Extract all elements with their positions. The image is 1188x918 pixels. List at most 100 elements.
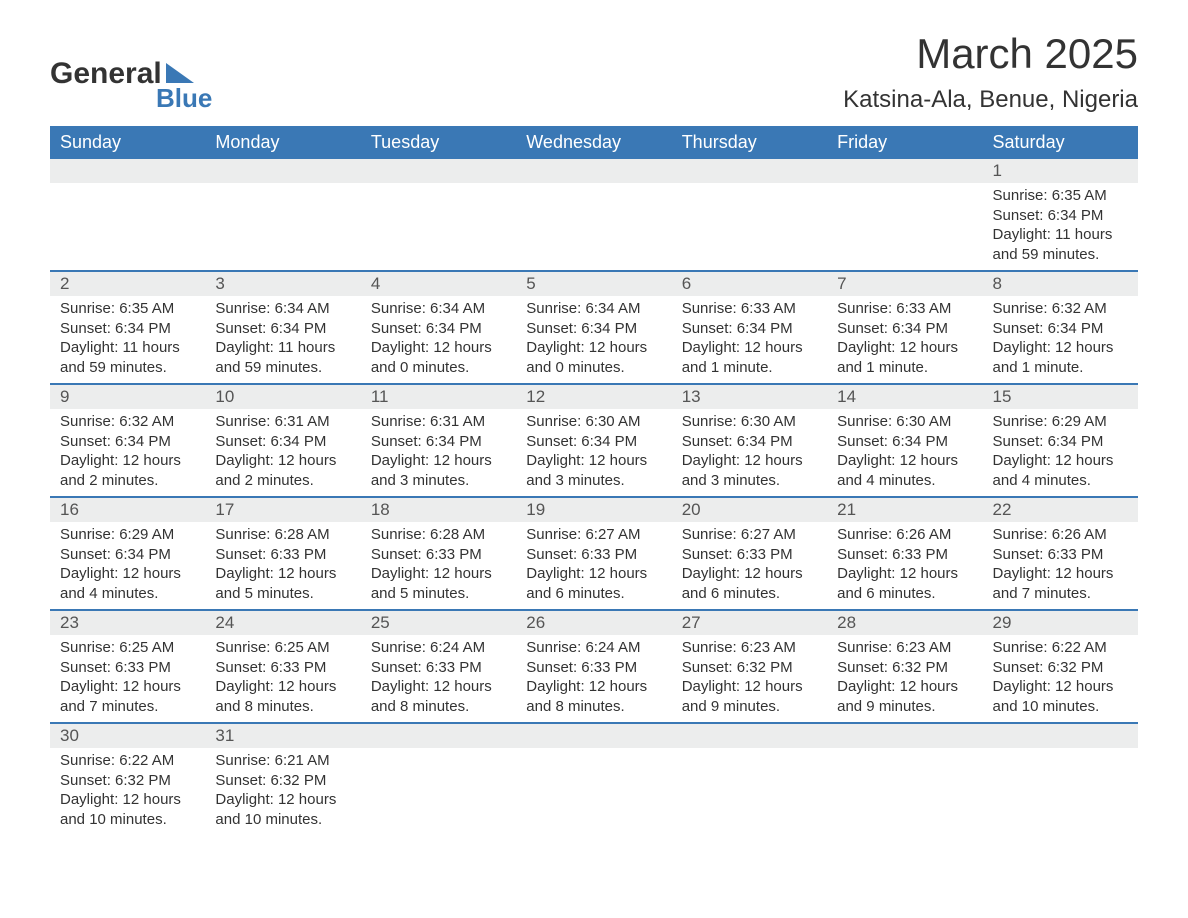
day-info-line: Daylight: 12 hours [837, 451, 972, 471]
day-data-cell: Sunrise: 6:34 AMSunset: 6:34 PMDaylight:… [205, 296, 360, 384]
day-info-line: and 1 minute. [993, 358, 1128, 378]
day-info-line: and 6 minutes. [682, 584, 817, 604]
day-number-cell: 22 [983, 497, 1138, 522]
day-info-line: Sunset: 6:33 PM [682, 545, 817, 565]
day-info-line: Sunset: 6:33 PM [526, 545, 661, 565]
day-info-line: Sunrise: 6:30 AM [837, 412, 972, 432]
day-info-line: Sunrise: 6:29 AM [60, 525, 195, 545]
day-info-line: Sunrise: 6:26 AM [993, 525, 1128, 545]
day-number-cell: 17 [205, 497, 360, 522]
day-info-line: Sunrise: 6:27 AM [526, 525, 661, 545]
day-info-line: and 10 minutes. [215, 810, 350, 830]
day-info-line: Sunrise: 6:34 AM [215, 299, 350, 319]
day-data-cell: Sunrise: 6:23 AMSunset: 6:32 PMDaylight:… [827, 635, 982, 723]
day-info-line: Daylight: 12 hours [60, 451, 195, 471]
day-number-cell: 28 [827, 610, 982, 635]
day-info-line: Sunset: 6:34 PM [60, 545, 195, 565]
day-of-week-header: Monday [205, 126, 360, 159]
day-info-line: Sunset: 6:34 PM [993, 432, 1128, 452]
day-number-row: 1 [50, 159, 1138, 183]
day-data-cell [672, 183, 827, 271]
day-of-week-header: Thursday [672, 126, 827, 159]
day-data-cell: Sunrise: 6:34 AMSunset: 6:34 PMDaylight:… [516, 296, 671, 384]
day-data-cell: Sunrise: 6:25 AMSunset: 6:33 PMDaylight:… [50, 635, 205, 723]
day-data-cell: Sunrise: 6:31 AMSunset: 6:34 PMDaylight:… [361, 409, 516, 497]
day-info-line: Sunset: 6:34 PM [215, 319, 350, 339]
day-info-line: Daylight: 12 hours [682, 564, 817, 584]
day-info-line: Sunset: 6:32 PM [837, 658, 972, 678]
day-info-line: Sunset: 6:33 PM [371, 658, 506, 678]
day-info-line: Sunrise: 6:35 AM [60, 299, 195, 319]
day-info-line: Sunrise: 6:25 AM [215, 638, 350, 658]
day-info-line: Sunrise: 6:30 AM [526, 412, 661, 432]
day-data-cell: Sunrise: 6:22 AMSunset: 6:32 PMDaylight:… [983, 635, 1138, 723]
day-info-line: and 59 minutes. [60, 358, 195, 378]
day-data-cell [205, 183, 360, 271]
day-data-cell: Sunrise: 6:27 AMSunset: 6:33 PMDaylight:… [516, 522, 671, 610]
day-info-line: and 10 minutes. [60, 810, 195, 830]
day-data-cell: Sunrise: 6:22 AMSunset: 6:32 PMDaylight:… [50, 748, 205, 835]
day-info-line: Daylight: 12 hours [60, 677, 195, 697]
day-number-cell: 5 [516, 271, 671, 296]
day-info-line: Daylight: 12 hours [371, 338, 506, 358]
day-info-line: Sunrise: 6:34 AM [526, 299, 661, 319]
day-number-row: 2345678 [50, 271, 1138, 296]
day-info-line: Sunrise: 6:24 AM [371, 638, 506, 658]
day-info-line: and 7 minutes. [993, 584, 1128, 604]
day-info-line: Daylight: 12 hours [837, 564, 972, 584]
day-data-cell: Sunrise: 6:26 AMSunset: 6:33 PMDaylight:… [827, 522, 982, 610]
day-number-cell: 2 [50, 271, 205, 296]
day-data-cell [516, 748, 671, 835]
day-info-line: Sunrise: 6:32 AM [60, 412, 195, 432]
day-info-line: Sunset: 6:33 PM [526, 658, 661, 678]
day-data-cell: Sunrise: 6:23 AMSunset: 6:32 PMDaylight:… [672, 635, 827, 723]
day-number-cell: 8 [983, 271, 1138, 296]
day-info-line: Sunset: 6:33 PM [837, 545, 972, 565]
day-info-line: and 59 minutes. [215, 358, 350, 378]
day-info-line: Daylight: 11 hours [215, 338, 350, 358]
day-info-line: Daylight: 12 hours [215, 451, 350, 471]
day-data-row: Sunrise: 6:35 AMSunset: 6:34 PMDaylight:… [50, 183, 1138, 271]
day-info-line: and 9 minutes. [837, 697, 972, 717]
day-info-line: Sunset: 6:33 PM [215, 658, 350, 678]
day-data-cell: Sunrise: 6:25 AMSunset: 6:33 PMDaylight:… [205, 635, 360, 723]
day-info-line: and 8 minutes. [215, 697, 350, 717]
day-info-line: and 59 minutes. [993, 245, 1128, 265]
day-number-cell [50, 159, 205, 183]
day-info-line: and 0 minutes. [526, 358, 661, 378]
day-number-cell: 25 [361, 610, 516, 635]
day-number-cell: 6 [672, 271, 827, 296]
day-info-line: Sunrise: 6:28 AM [215, 525, 350, 545]
day-data-row: Sunrise: 6:29 AMSunset: 6:34 PMDaylight:… [50, 522, 1138, 610]
day-info-line: Daylight: 12 hours [60, 564, 195, 584]
day-info-line: and 1 minute. [837, 358, 972, 378]
day-info-line: Sunset: 6:32 PM [993, 658, 1128, 678]
day-number-cell: 20 [672, 497, 827, 522]
day-number-cell: 13 [672, 384, 827, 409]
day-info-line: Sunset: 6:34 PM [682, 432, 817, 452]
day-data-cell: Sunrise: 6:21 AMSunset: 6:32 PMDaylight:… [205, 748, 360, 835]
day-data-row: Sunrise: 6:35 AMSunset: 6:34 PMDaylight:… [50, 296, 1138, 384]
day-data-cell: Sunrise: 6:35 AMSunset: 6:34 PMDaylight:… [50, 296, 205, 384]
day-info-line: Sunset: 6:32 PM [682, 658, 817, 678]
day-info-line: Daylight: 12 hours [993, 451, 1128, 471]
day-number-cell: 9 [50, 384, 205, 409]
day-number-cell: 3 [205, 271, 360, 296]
day-info-line: Sunset: 6:34 PM [526, 432, 661, 452]
day-info-line: Sunset: 6:34 PM [371, 319, 506, 339]
day-number-row: 9101112131415 [50, 384, 1138, 409]
day-data-row: Sunrise: 6:32 AMSunset: 6:34 PMDaylight:… [50, 409, 1138, 497]
day-info-line: Daylight: 12 hours [60, 790, 195, 810]
title-block: March 2025 Katsina-Ala, Benue, Nigeria [843, 30, 1138, 114]
day-data-cell: Sunrise: 6:32 AMSunset: 6:34 PMDaylight:… [50, 409, 205, 497]
day-data-cell: Sunrise: 6:30 AMSunset: 6:34 PMDaylight:… [827, 409, 982, 497]
day-info-line: and 8 minutes. [526, 697, 661, 717]
day-info-line: and 6 minutes. [837, 584, 972, 604]
day-of-week-header: Sunday [50, 126, 205, 159]
day-number-row: 23242526272829 [50, 610, 1138, 635]
day-info-line: Sunset: 6:34 PM [837, 432, 972, 452]
day-info-line: Daylight: 12 hours [215, 790, 350, 810]
day-data-cell: Sunrise: 6:26 AMSunset: 6:33 PMDaylight:… [983, 522, 1138, 610]
day-info-line: Sunset: 6:34 PM [993, 206, 1128, 226]
day-data-cell: Sunrise: 6:29 AMSunset: 6:34 PMDaylight:… [50, 522, 205, 610]
